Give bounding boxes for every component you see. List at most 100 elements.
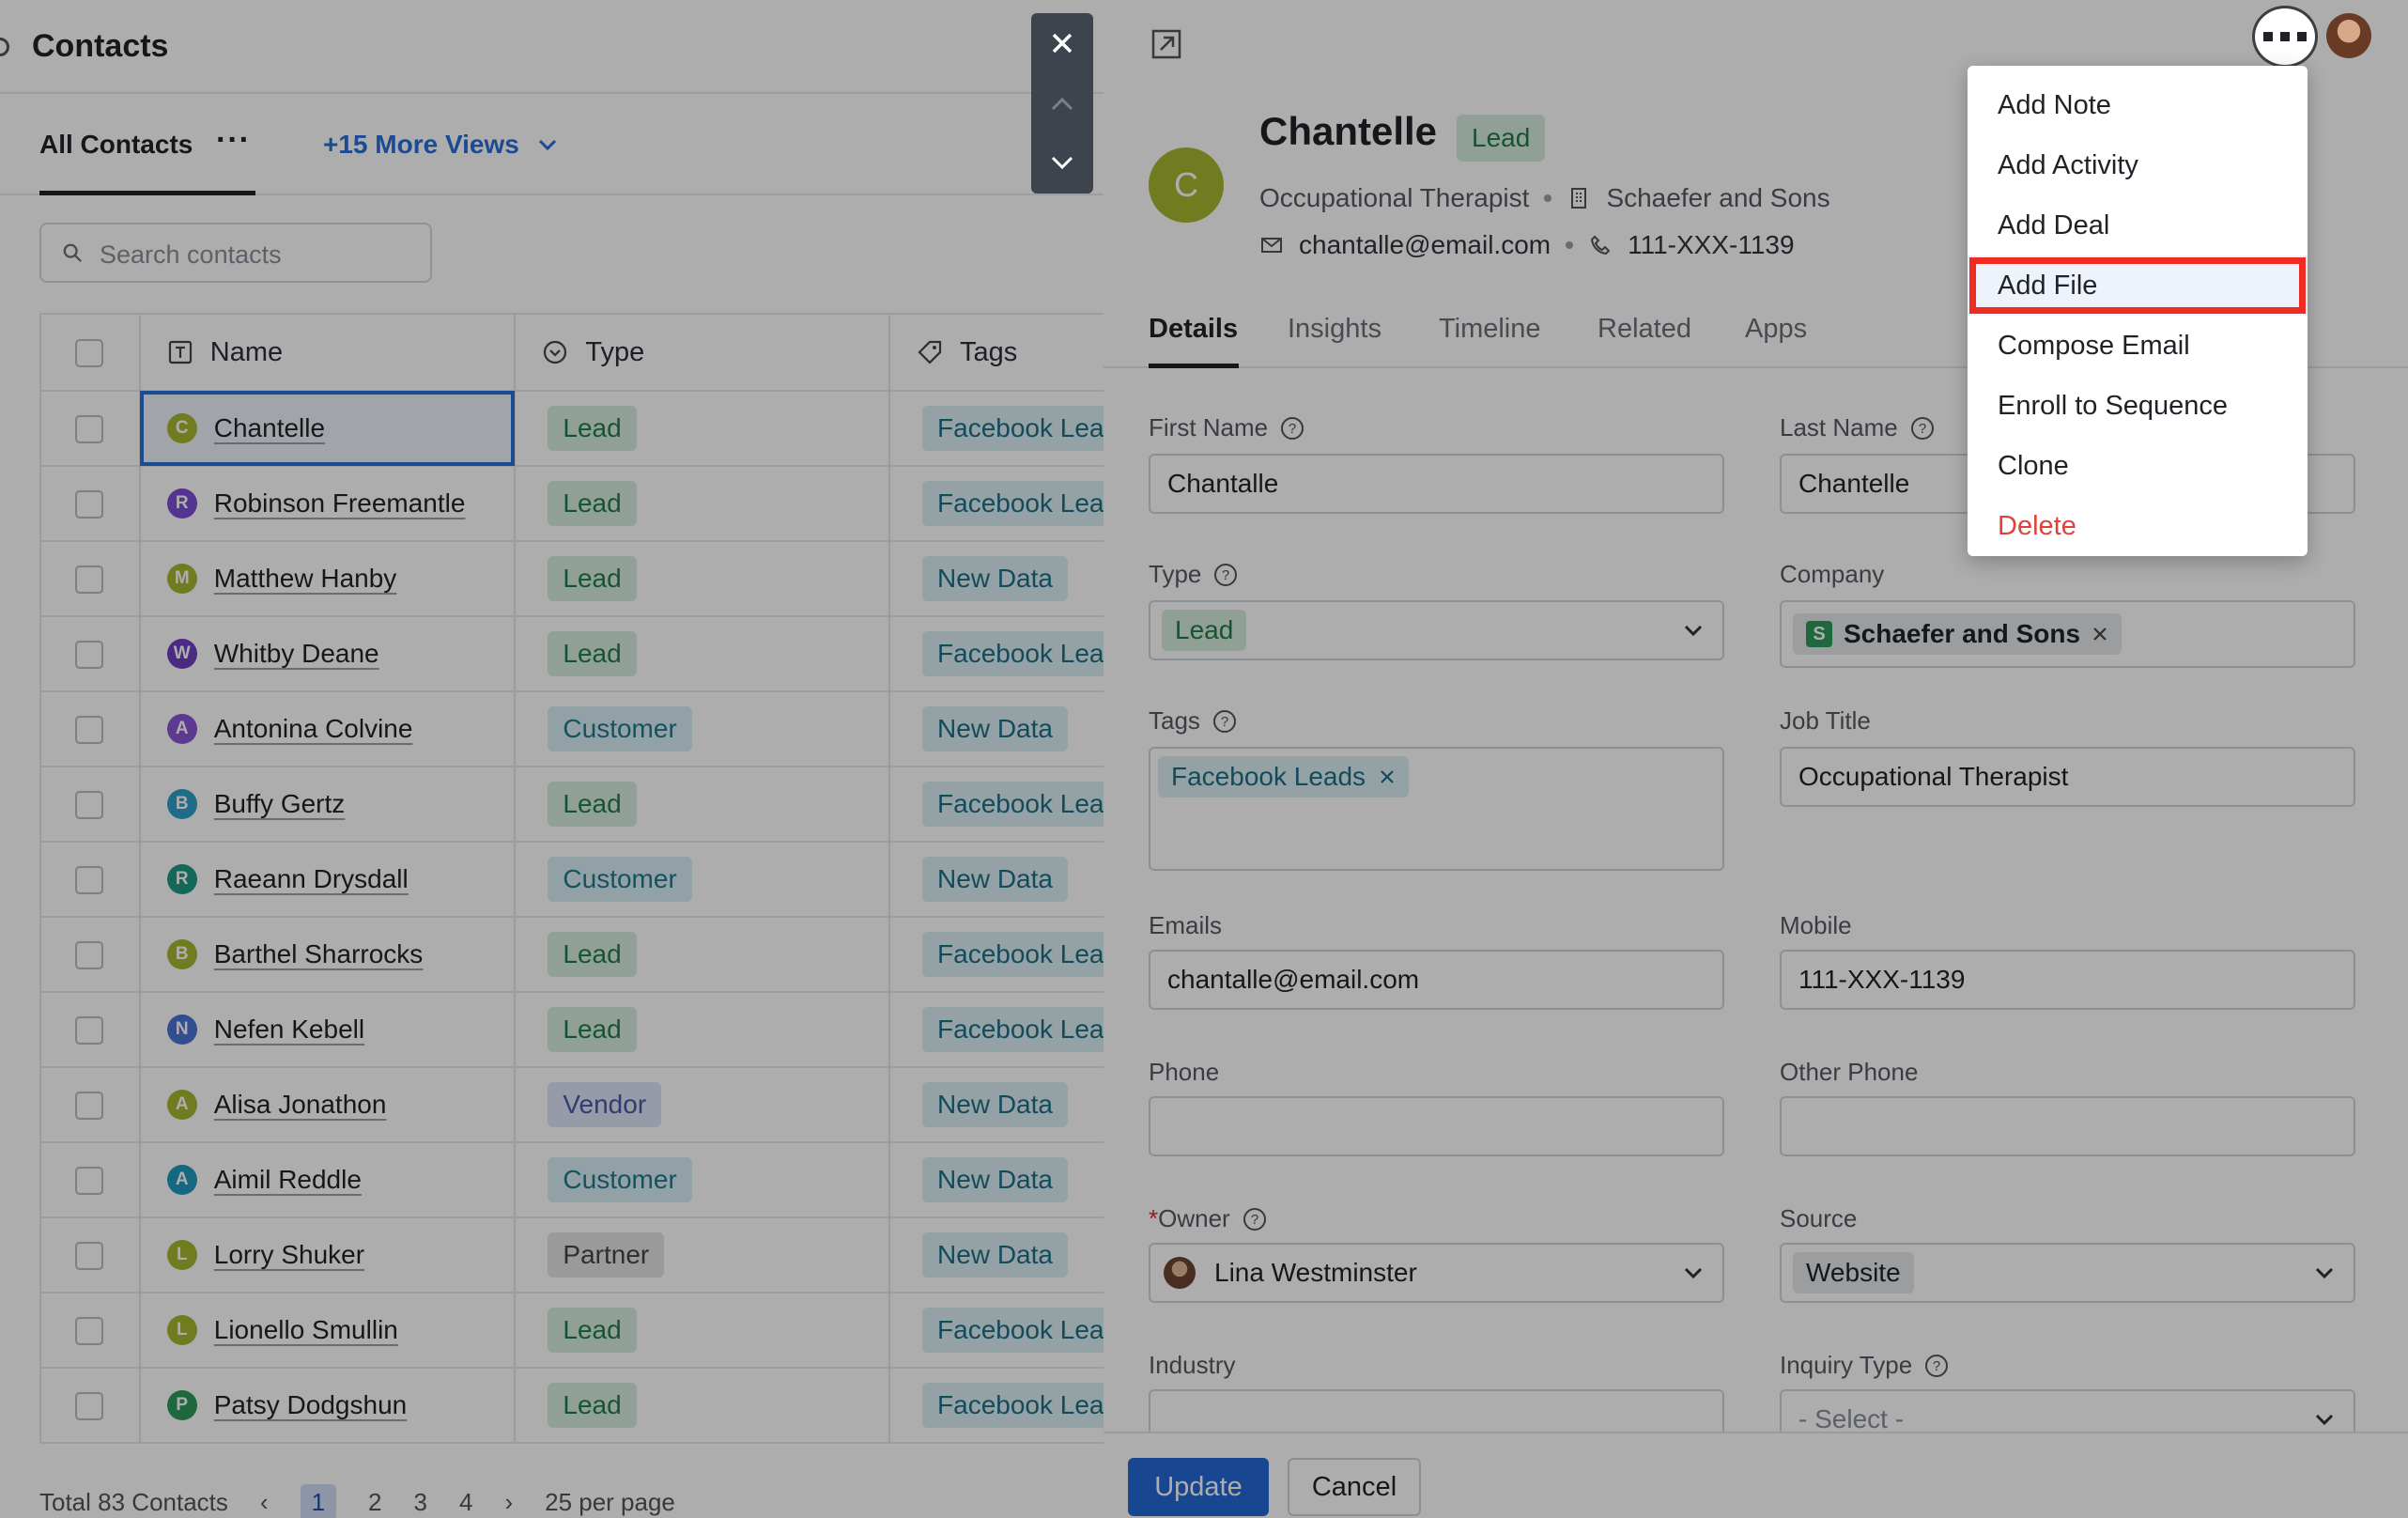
name-cell[interactable]: P Patsy Dodgshun — [138, 1367, 517, 1444]
row-checkbox[interactable] — [75, 565, 103, 595]
name-cell[interactable]: W Whitby Deane — [138, 615, 517, 692]
row-checkbox[interactable] — [75, 415, 103, 444]
table-row[interactable]: R Raeann Drysdall Customer New Data — [39, 841, 1104, 918]
table-row[interactable]: B Barthel Sharrocks Lead Facebook Lea — [39, 916, 1104, 993]
contact-name-link[interactable]: Patsy Dodgshun — [213, 1390, 408, 1419]
table-row[interactable]: P Patsy Dodgshun Lead Facebook Lea — [39, 1367, 1104, 1444]
owner-select[interactable]: Lina Westminster — [1149, 1243, 1724, 1303]
help-icon[interactable]: ? — [1242, 1206, 1268, 1232]
contact-company-link[interactable]: Schaefer and Sons — [1606, 183, 1830, 212]
help-icon[interactable]: ? — [1923, 1353, 1950, 1379]
user-avatar[interactable] — [2326, 13, 2371, 58]
contact-name-link[interactable]: Lorry Shuker — [213, 1240, 365, 1269]
row-checkbox[interactable] — [75, 941, 103, 970]
name-cell[interactable]: R Raeann Drysdall — [138, 841, 517, 918]
table-row[interactable]: C Chantelle Lead Facebook Lea — [39, 390, 1104, 467]
row-checkbox[interactable] — [75, 490, 103, 519]
help-icon[interactable]: ? — [1212, 708, 1238, 735]
menu-item-clone[interactable]: Clone — [1998, 450, 2069, 481]
row-checkbox[interactable] — [75, 1392, 103, 1421]
table-row[interactable]: L Lorry Shuker Partner New Data — [39, 1216, 1104, 1293]
tab-insights[interactable]: Insights — [1288, 314, 1382, 344]
job-title-field[interactable]: Occupational Therapist — [1780, 747, 2355, 807]
update-button[interactable]: Update — [1128, 1458, 1269, 1516]
first-name-field[interactable]: Chantalle — [1149, 454, 1724, 514]
table-row[interactable]: A Aimil Reddle Customer New Data — [39, 1141, 1104, 1218]
company-field[interactable]: S Schaefer and Sons — [1780, 600, 2355, 668]
table-row[interactable]: A Alisa Jonathon Vendor New Data — [39, 1066, 1104, 1143]
row-checkbox[interactable] — [75, 641, 103, 670]
name-cell[interactable]: L Lionello Smullin — [138, 1292, 517, 1369]
name-cell[interactable]: L Lorry Shuker — [138, 1216, 517, 1293]
menu-item-enroll-to-sequence[interactable]: Enroll to Sequence — [1998, 390, 2229, 421]
contact-name-link[interactable]: Chantelle — [213, 413, 326, 442]
contact-name-link[interactable]: Robinson Freemantle — [213, 488, 466, 518]
row-checkbox[interactable] — [75, 1092, 103, 1121]
column-header-type[interactable]: Type — [514, 313, 891, 392]
contact-name-link[interactable]: Buffy Gertz — [213, 789, 346, 818]
contact-name-link[interactable]: Nefen Kebell — [213, 1015, 365, 1044]
row-checkbox[interactable] — [75, 866, 103, 895]
tab-all-contacts[interactable]: All Contacts — [39, 130, 193, 159]
row-checkbox[interactable] — [75, 1167, 103, 1196]
tab-related[interactable]: Related — [1598, 314, 1691, 344]
next-record-icon[interactable] — [1031, 133, 1093, 194]
tab-details[interactable]: Details — [1149, 314, 1239, 344]
expand-icon[interactable] — [1150, 28, 1182, 60]
name-cell[interactable]: A Alisa Jonathon — [138, 1066, 517, 1143]
table-row[interactable]: W Whitby Deane Lead Facebook Lea — [39, 615, 1104, 692]
name-cell[interactable]: C Chantelle — [138, 390, 517, 467]
more-views-dropdown[interactable]: +15 More Views — [323, 130, 557, 160]
tab-apps[interactable]: Apps — [1745, 314, 1808, 344]
phone-field[interactable] — [1149, 1096, 1724, 1156]
more-actions-button[interactable] — [2252, 6, 2318, 68]
close-icon[interactable] — [1031, 13, 1093, 73]
name-cell[interactable]: N Nefen Kebell — [138, 991, 517, 1068]
menu-item-add-deal[interactable]: Add Deal — [1998, 209, 2110, 240]
column-header-tags[interactable]: Tags — [888, 313, 1104, 392]
contact-name-link[interactable]: Alisa Jonathon — [213, 1090, 387, 1119]
page-2-button[interactable]: 2 — [368, 1488, 382, 1516]
name-cell[interactable]: B Buffy Gertz — [138, 766, 517, 843]
contact-email-link[interactable]: chantalle@email.com — [1299, 230, 1551, 259]
contact-name-link[interactable]: Raeann Drysdall — [213, 864, 409, 893]
back-icon[interactable] — [0, 38, 9, 56]
name-cell[interactable]: A Antonina Colvine — [138, 690, 517, 767]
search-input[interactable]: Search contacts — [39, 223, 432, 283]
name-cell[interactable]: B Barthel Sharrocks — [138, 916, 517, 993]
row-checkbox[interactable] — [75, 1242, 103, 1271]
source-select[interactable]: Website — [1780, 1243, 2355, 1303]
mobile-field[interactable]: 111-XXX-1139 — [1780, 950, 2355, 1010]
contact-name-link[interactable]: Barthel Sharrocks — [213, 939, 424, 968]
menu-item-add-activity[interactable]: Add Activity — [1998, 149, 2138, 180]
remove-tag-icon[interactable] — [1379, 768, 1396, 785]
prev-page-button[interactable]: ‹ — [259, 1488, 269, 1516]
type-select[interactable]: Lead — [1149, 600, 1724, 660]
column-header-name[interactable]: Name — [138, 313, 517, 392]
menu-item-add-file[interactable]: Add File — [1968, 256, 2308, 316]
row-checkbox[interactable] — [75, 716, 103, 745]
table-row[interactable]: M Matthew Hanby Lead New Data — [39, 540, 1104, 617]
contact-name-link[interactable]: Antonina Colvine — [213, 714, 413, 743]
contact-name-link[interactable]: Lionello Smullin — [213, 1315, 398, 1344]
previous-record-icon[interactable] — [1031, 73, 1093, 133]
per-page-select[interactable]: 25 per page — [545, 1488, 675, 1516]
modal-backdrop[interactable] — [0, 0, 1104, 1518]
table-row[interactable]: R Robinson Freemantle Lead Facebook Lea — [39, 465, 1104, 542]
other-phone-field[interactable] — [1780, 1096, 2355, 1156]
emails-field[interactable]: chantalle@email.com — [1149, 950, 1724, 1010]
contact-name-link[interactable]: Aimil Reddle — [213, 1165, 362, 1194]
cancel-button[interactable]: Cancel — [1288, 1458, 1421, 1516]
table-row[interactable]: L Lionello Smullin Lead Facebook Lea — [39, 1292, 1104, 1369]
tab-timeline[interactable]: Timeline — [1439, 314, 1541, 344]
remove-company-icon[interactable] — [2092, 626, 2108, 643]
menu-item-delete[interactable]: Delete — [1998, 510, 2076, 541]
name-cell[interactable]: A Aimil Reddle — [138, 1141, 517, 1218]
page-1-button[interactable]: 1 — [300, 1484, 337, 1518]
help-icon[interactable]: ? — [1909, 415, 1936, 441]
contact-name-link[interactable]: Matthew Hanby — [213, 564, 397, 593]
row-checkbox[interactable] — [75, 1317, 103, 1346]
menu-item-compose-email[interactable]: Compose Email — [1998, 330, 2190, 361]
page-4-button[interactable]: 4 — [458, 1488, 473, 1516]
name-cell[interactable]: M Matthew Hanby — [138, 540, 517, 617]
